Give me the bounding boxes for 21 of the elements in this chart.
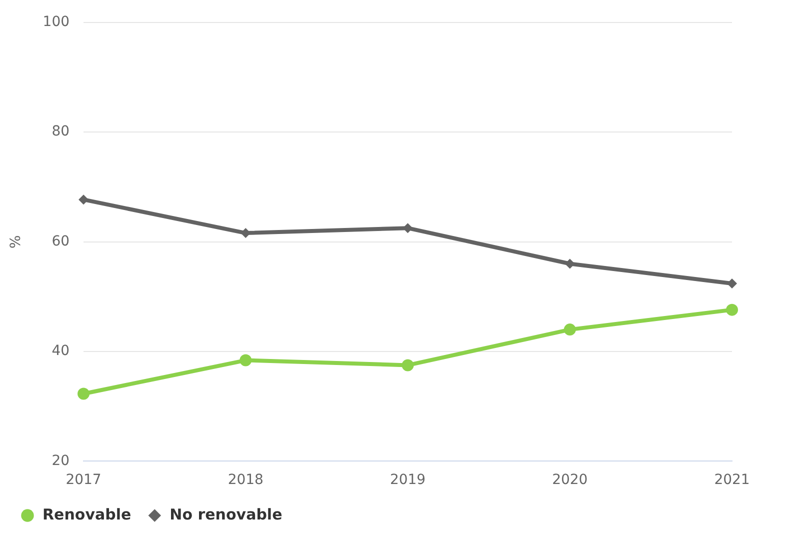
legend-label: Renovable [42,505,132,524]
point [78,388,90,400]
point [727,278,737,288]
point [402,359,414,372]
x-tick-label: 2018 [228,472,264,488]
legend-label: No renovable [170,505,282,524]
point [564,258,575,269]
point [78,194,89,205]
x-tick-label: 2017 [66,472,102,488]
point [726,304,738,316]
y-tick-label: 40 [52,343,70,360]
point [240,354,252,366]
y-tick-label: 20 [52,452,70,469]
point [564,324,576,336]
y-tick-label: 60 [52,233,70,250]
y-tick-label: 100 [42,14,70,30]
x-tick-label: 2020 [552,472,588,488]
y-tick-label: 80 [52,124,70,140]
y-axis-title: % [8,235,24,248]
x-tick-label: 2019 [390,472,426,488]
x-tick-label: 2021 [714,472,750,488]
